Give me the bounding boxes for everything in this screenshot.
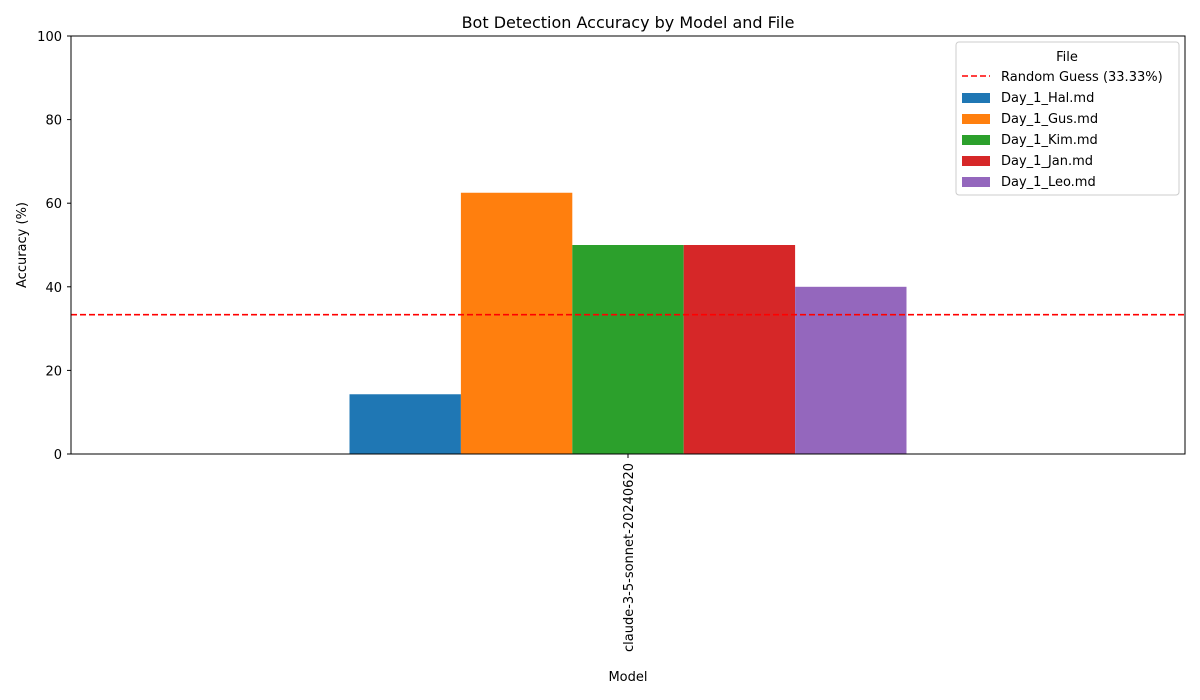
legend-swatch	[962, 177, 990, 187]
legend-label: Day_1_Kim.md	[1001, 133, 1098, 148]
bar-day-1-kim-md	[572, 245, 684, 454]
legend-label: Day_1_Hal.md	[1001, 91, 1094, 106]
bar-day-1-gus-md	[460, 192, 573, 454]
y-tick-label: 20	[45, 364, 62, 379]
y-tick-label: 60	[45, 197, 62, 212]
legend-box	[955, 41, 1180, 196]
y-tick-label: 100	[37, 30, 62, 45]
legend-swatch	[962, 156, 990, 166]
legend-swatch	[962, 114, 990, 124]
y-tick-label: 80	[45, 114, 62, 129]
bar-day-1-jan-md	[683, 245, 796, 454]
y-axis: 0 20 40 60 80 100	[37, 30, 71, 463]
legend-label: Day_1_Gus.md	[1001, 112, 1098, 127]
legend-items: Day_1_Hal.md Day_1_Gus.md Day_1_Kim.md Day_…	[962, 91, 1098, 190]
legend-label-random-guess: Random Guess (33.33%)	[1001, 70, 1163, 85]
x-axis: claude-3-5-sonnet-20240620	[622, 454, 637, 652]
legend-swatch	[962, 135, 990, 145]
legend-swatch	[962, 93, 990, 103]
legend-title: File	[1056, 50, 1078, 65]
bar-day-1-leo-md	[795, 286, 907, 454]
bars-group	[349, 192, 907, 454]
legend-label: Day_1_Jan.md	[1001, 154, 1093, 169]
y-tick-label: 40	[45, 281, 62, 296]
x-axis-label: Model	[608, 670, 647, 685]
bar-day-1-hal-md	[349, 394, 461, 454]
chart-title: Bot Detection Accuracy by Model and File	[462, 13, 795, 32]
x-tick-label: claude-3-5-sonnet-20240620	[622, 463, 637, 652]
y-tick-label: 0	[54, 448, 62, 463]
legend-label: Day_1_Leo.md	[1001, 175, 1096, 190]
legend: File Random Guess (33.33%) Day_1_Hal.mdD…	[955, 41, 1180, 196]
y-axis-label: Accuracy (%)	[15, 202, 30, 288]
